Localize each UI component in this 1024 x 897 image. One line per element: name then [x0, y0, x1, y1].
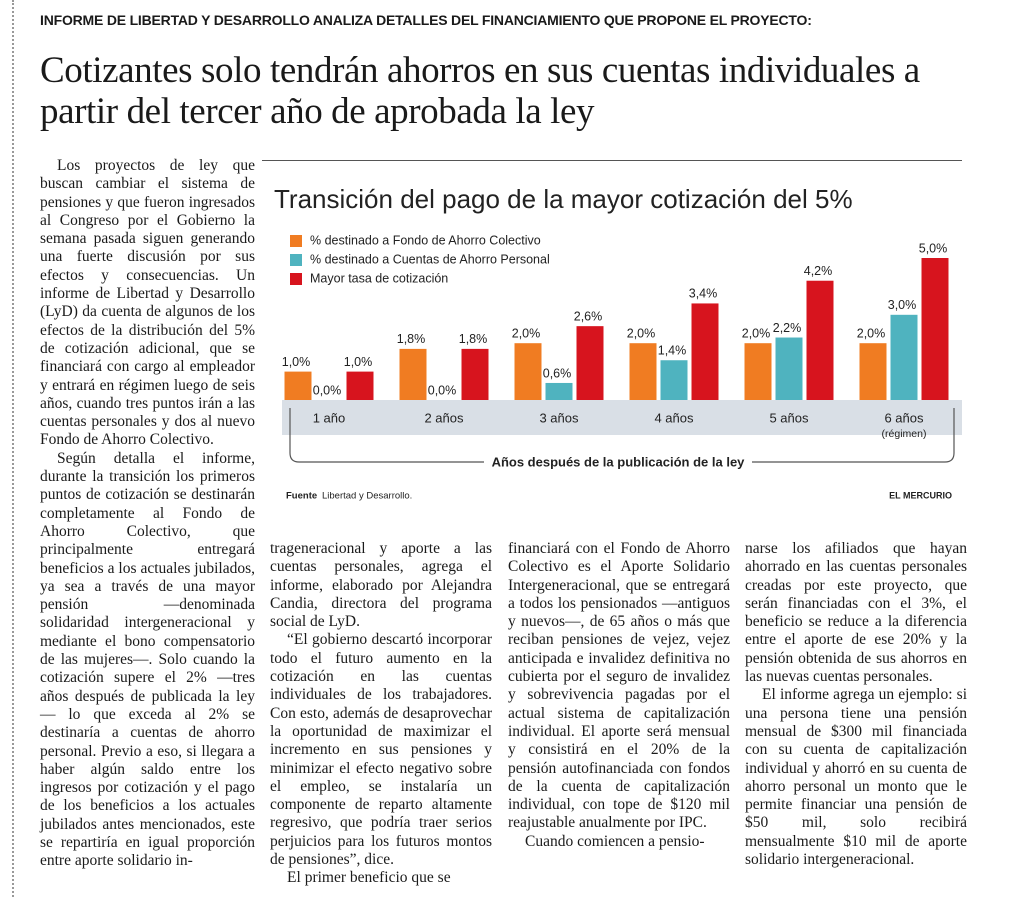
value-label: 2,0%	[742, 326, 771, 340]
x-tick-label: 3 años	[539, 410, 579, 425]
bar	[921, 258, 949, 400]
bar	[545, 382, 573, 400]
source: Libertad y Desarrollo.	[322, 491, 412, 502]
paragraph: Según detalla el informe, durante la tra…	[40, 449, 255, 870]
bar	[399, 348, 427, 400]
bar	[514, 343, 542, 400]
chart: Transición del pago de la mayor cotizaci…	[274, 184, 962, 502]
legend-label: % destinado a Fondo de Ahorro Colectivo	[310, 233, 541, 247]
credit: EL MERCURIO	[889, 490, 952, 500]
bar	[576, 326, 604, 400]
value-label: 1,8%	[397, 332, 426, 346]
bar	[284, 371, 312, 400]
source-label: Fuente	[286, 491, 317, 502]
paragraph: trageneracional y aporte a las cuentas p…	[270, 540, 492, 631]
value-label: 1,0%	[344, 355, 373, 369]
category-strip	[282, 400, 962, 435]
x-axis-label: Años después de la publicación de la ley	[492, 454, 746, 469]
value-label: 0,0%	[428, 383, 457, 397]
value-label: 2,2%	[773, 321, 802, 335]
paragraph: “El gobierno descartó incorporar todo el…	[270, 631, 492, 869]
category-note: (régimen)	[882, 428, 927, 440]
bar	[629, 343, 657, 400]
x-tick-label: 6 años	[884, 410, 924, 425]
column: financiará con el Fondo de Ahorro Colect…	[508, 540, 730, 851]
value-label: 2,0%	[627, 326, 656, 340]
bar	[775, 337, 803, 400]
bar	[890, 314, 918, 400]
bar	[660, 360, 688, 400]
headline: Cotizantes solo tendrán ahorros en sus c…	[40, 50, 920, 132]
paragraph: financiará con el Fondo de Ahorro Colect…	[508, 540, 730, 832]
legend-label: Mayor tasa de cotización	[310, 271, 448, 285]
value-label: 4,2%	[804, 264, 833, 278]
value-label: 1,4%	[658, 344, 687, 358]
chart-title: Transición del pago de la mayor cotizaci…	[274, 184, 853, 214]
paragraph: El primer beneficio que se	[287, 869, 451, 887]
bar	[691, 303, 719, 400]
paragraph: Los proyectos de ley que buscan cambiar …	[40, 157, 255, 449]
value-label: 0,6%	[543, 366, 572, 380]
value-label: 2,6%	[574, 309, 603, 323]
bar	[859, 343, 887, 400]
legend-swatch	[290, 254, 302, 266]
bar	[744, 343, 772, 400]
x-tick-label: 5 años	[769, 410, 809, 425]
value-label: 5,0%	[919, 241, 948, 255]
margin-dots	[12, 0, 14, 897]
legend-swatch	[290, 235, 302, 247]
rule	[262, 160, 962, 161]
column: Los proyectos de ley que buscan cambiar …	[40, 157, 255, 871]
legend-label: % destinado a Cuentas de Ahorro Personal	[310, 252, 550, 266]
value-label: 1,8%	[459, 332, 488, 346]
value-label: 2,0%	[512, 326, 541, 340]
bar	[461, 348, 489, 400]
x-tick-label: 1 año	[313, 410, 346, 425]
value-label: 2,0%	[857, 326, 886, 340]
legend-swatch	[290, 273, 302, 285]
value-label: 0,0%	[313, 383, 342, 397]
value-label: 3,4%	[689, 287, 718, 301]
kicker: INFORME DE LIBERTAD Y DESARROLLO ANALIZA…	[40, 12, 812, 28]
xlabel-box	[484, 451, 752, 475]
paragraph: El informe agrega un ejemplo: si una per…	[745, 686, 967, 869]
value-label: 1,0%	[282, 355, 311, 369]
x-tick-label: 2 años	[424, 410, 464, 425]
paragraph: Cuando comiencen a pensio-	[525, 832, 705, 850]
column: trageneracional y aporte a las cuentas p…	[270, 540, 492, 888]
x-tick-label: 4 años	[654, 410, 694, 425]
bar	[346, 371, 374, 400]
bar	[806, 280, 834, 400]
paragraph: narse los afiliados que hayan ahorrado e…	[745, 540, 967, 686]
column: narse los afiliados que hayan ahorrado e…	[745, 540, 967, 869]
value-label: 3,0%	[888, 298, 917, 312]
